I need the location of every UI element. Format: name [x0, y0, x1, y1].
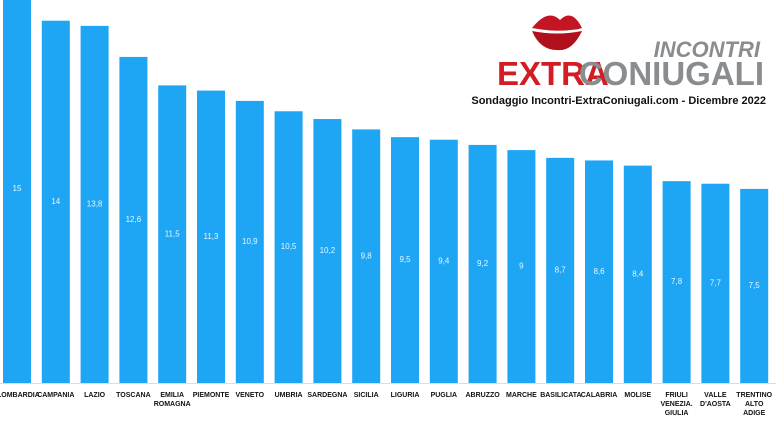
value-label: 15 — [13, 184, 22, 193]
x-tick-label: LIGURIA — [390, 392, 420, 399]
value-label: 10,5 — [281, 242, 297, 251]
subtitle: Sondaggio Incontri-ExtraConiugali.com - … — [471, 95, 766, 107]
x-tick-label: BASILICATA — [540, 392, 582, 399]
bar — [235, 100, 264, 384]
bar — [119, 56, 148, 383]
value-label: 13,8 — [87, 200, 103, 209]
logo-left: EXTRA — [497, 55, 609, 92]
logo-bg — [492, 0, 776, 118]
bar — [662, 181, 691, 383]
x-tick-label: EMILIA ROMAGNA — [153, 392, 191, 408]
bar — [313, 119, 342, 384]
value-label: 10,2 — [320, 246, 336, 255]
x-tick-label: ABRUZZO — [465, 392, 500, 399]
bar — [546, 157, 575, 383]
value-label: 11,3 — [204, 232, 220, 241]
x-tick-label: PIEMONTE — [192, 392, 230, 399]
bar — [507, 150, 536, 383]
x-tick-label: VALLE D'AOSTA — [700, 392, 731, 408]
x-tick-label: PUGLIA — [430, 392, 458, 399]
value-label: 7,5 — [749, 281, 761, 290]
value-label: 8,4 — [632, 269, 644, 278]
x-tick-label: CAMPANIA — [37, 392, 75, 399]
x-tick-label: TRENTINO ALTO ADIGE — [736, 392, 773, 417]
x-tick-label: VENETO — [235, 392, 265, 399]
value-label: 8,7 — [555, 266, 567, 275]
value-label: 11,5 — [165, 229, 181, 238]
x-tick-label: MOLISE — [624, 392, 652, 399]
bar — [274, 111, 303, 383]
plot — [3, 0, 769, 384]
bar — [623, 165, 652, 383]
value-label: 9,2 — [477, 259, 489, 268]
bar — [80, 25, 109, 383]
x-tick-label: UMBRIA — [274, 392, 303, 399]
bar — [158, 85, 187, 383]
x-tick-label: TOSCANA — [116, 392, 151, 399]
value-label: 10,9 — [242, 237, 258, 246]
x-tick-label: MARCHE — [506, 392, 537, 399]
bar — [429, 139, 458, 383]
bar — [41, 20, 70, 384]
lips — [532, 15, 582, 51]
bar — [352, 129, 381, 383]
bar — [701, 183, 730, 383]
bar — [468, 144, 497, 383]
bar — [740, 188, 769, 383]
bar — [391, 137, 419, 383]
x-tick-label: LAZIO — [84, 392, 106, 399]
bar — [197, 90, 225, 383]
x-tick-label: CALABRIA — [580, 392, 618, 399]
value-label: 9 — [519, 262, 524, 271]
x-tick-label: FRIULI VENEZIA. GIULIA — [660, 392, 693, 417]
value-label: 9,8 — [361, 251, 373, 260]
logo-right: CONIUGALI — [579, 55, 764, 92]
value-label: 14 — [51, 197, 60, 206]
x-tick-label: SICILIA — [353, 392, 379, 399]
logo-top: INCONTRI — [654, 37, 761, 62]
value-label: 8,6 — [593, 267, 605, 276]
value-label: 7,7 — [710, 278, 722, 287]
bar — [3, 0, 31, 384]
x-tick-label: SARDEGNA — [307, 392, 348, 399]
value-label: 7,8 — [671, 277, 683, 286]
value-label: 12,6 — [126, 215, 142, 224]
value-label: 9,5 — [399, 255, 411, 264]
x-tick-label: LOMBARDIA — [0, 392, 40, 399]
bar — [585, 160, 613, 383]
value-label: 9,4 — [438, 256, 450, 265]
